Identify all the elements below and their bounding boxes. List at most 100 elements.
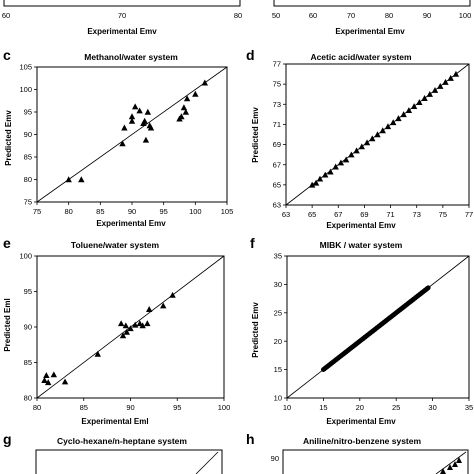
data-point xyxy=(128,113,136,120)
x-tick-label: 90 xyxy=(423,11,431,20)
panel-label: g xyxy=(3,431,12,447)
x-tick-label: 95 xyxy=(173,403,181,412)
data-point xyxy=(201,79,209,86)
x-tick-label: 75 xyxy=(33,207,41,216)
data-point xyxy=(160,302,167,309)
y-tick-label: 35 xyxy=(274,252,282,261)
x-axis-label: Experimental Emv xyxy=(335,27,405,36)
data-point xyxy=(128,117,136,124)
data-point xyxy=(121,124,128,131)
x-tick-label: 60 xyxy=(2,11,10,20)
x-tick-label: 90 xyxy=(128,207,136,216)
data-point xyxy=(410,103,418,110)
data-point xyxy=(122,322,130,329)
panel-label: h xyxy=(246,431,255,447)
y-tick-label: 100 xyxy=(19,85,32,94)
x-tick-label: 35 xyxy=(465,403,473,412)
x-tick-label: 70 xyxy=(118,11,126,20)
data-point xyxy=(144,108,152,115)
data-point xyxy=(322,171,329,178)
y-tick-label: 75 xyxy=(273,80,281,89)
x-tick-label: 65 xyxy=(308,210,316,219)
data-point xyxy=(144,320,151,327)
data-point xyxy=(180,104,188,111)
data-point xyxy=(405,107,413,114)
data-point xyxy=(147,124,155,131)
data-point xyxy=(123,328,130,335)
data-point xyxy=(332,163,339,170)
x-ticks: 75 80 85 90 95 100 105 xyxy=(33,202,233,216)
data-point xyxy=(327,168,334,175)
x-tick-label: 80 xyxy=(64,207,72,216)
identity-line xyxy=(36,66,228,203)
plot-frame xyxy=(273,0,471,7)
data-point xyxy=(426,91,433,97)
y-tick-label: 75 xyxy=(24,198,32,207)
chart-title: Cyclo-hexane/n-heptane system xyxy=(57,436,187,446)
data-points xyxy=(65,79,209,183)
y-tick-label: 65 xyxy=(273,180,281,189)
data-point xyxy=(78,176,85,183)
data-point xyxy=(136,107,143,114)
y-tick-label: 30 xyxy=(274,280,282,289)
data-point xyxy=(369,135,376,142)
x-tick-label: 90 xyxy=(126,403,134,412)
y-tick-label: 15 xyxy=(274,365,282,374)
x-tick-label: 100 xyxy=(459,11,472,20)
y-tick-label: 73 xyxy=(273,100,281,109)
data-point xyxy=(442,78,449,85)
data-point xyxy=(141,117,148,124)
panel-g: g Cyclo-hexane/n-heptane system xyxy=(3,431,223,474)
data-point xyxy=(425,285,431,291)
x-ticks: 10 15 20 25 30 35 xyxy=(283,398,473,412)
x-tick-labels: 50 60 70 80 90 100 xyxy=(272,11,471,20)
x-tick-label: 80 xyxy=(234,11,242,20)
y-axis-label: Predicted Eml xyxy=(3,298,12,351)
x-tick-label: 20 xyxy=(356,403,364,412)
data-point xyxy=(50,371,58,378)
data-point xyxy=(61,378,69,385)
y-ticks: 75 80 85 90 95 100 105 xyxy=(19,63,37,207)
x-tick-label: 85 xyxy=(80,403,88,412)
data-point xyxy=(139,322,146,329)
y-tick-label: 95 xyxy=(24,108,32,117)
data-point xyxy=(363,139,371,146)
panel-label: c xyxy=(3,47,11,63)
chart-title: Toluene/water system xyxy=(71,240,160,250)
panel-label: f xyxy=(250,235,255,251)
data-points xyxy=(321,285,431,372)
panel-h: h Aniline/nitro-benzene system 90 xyxy=(246,431,469,474)
x-axis-label: Experimental Emv xyxy=(96,219,166,228)
y-ticks: 10 15 20 25 30 35 xyxy=(274,252,287,403)
data-point xyxy=(142,136,150,143)
panel-label: e xyxy=(3,235,11,251)
y-axis-label: Predicted Emv xyxy=(251,107,260,163)
x-tick-label: 67 xyxy=(334,210,342,219)
x-tick-label: 50 xyxy=(272,11,280,20)
data-point xyxy=(117,320,125,327)
data-points xyxy=(308,70,460,188)
data-point xyxy=(127,325,134,332)
plot-frame xyxy=(282,449,469,474)
data-point xyxy=(131,321,139,328)
data-point xyxy=(379,127,386,134)
y-tick-label: 80 xyxy=(24,175,32,184)
plot-frame xyxy=(285,63,470,206)
x-tick-labels: 60 70 80 xyxy=(2,11,242,20)
chart-title: Methanol/water system xyxy=(84,52,178,62)
y-tick-label: 95 xyxy=(24,287,32,296)
panel-e: e Toluene/water system Predicted Eml Exp… xyxy=(3,235,230,426)
identity-line xyxy=(435,451,467,474)
panel-label: d xyxy=(246,47,255,63)
data-point xyxy=(416,99,423,105)
panel-a: 60 70 80 Experimental Emv xyxy=(2,0,242,36)
y-tick-label: 90 xyxy=(24,323,32,332)
x-tick-label: 15 xyxy=(319,403,327,412)
data-point xyxy=(395,115,402,122)
x-tick-label: 30 xyxy=(428,403,436,412)
data-point xyxy=(421,95,428,101)
x-axis-label: Experimental Emv xyxy=(326,221,396,230)
data-point xyxy=(119,140,126,147)
data-point xyxy=(353,147,360,154)
